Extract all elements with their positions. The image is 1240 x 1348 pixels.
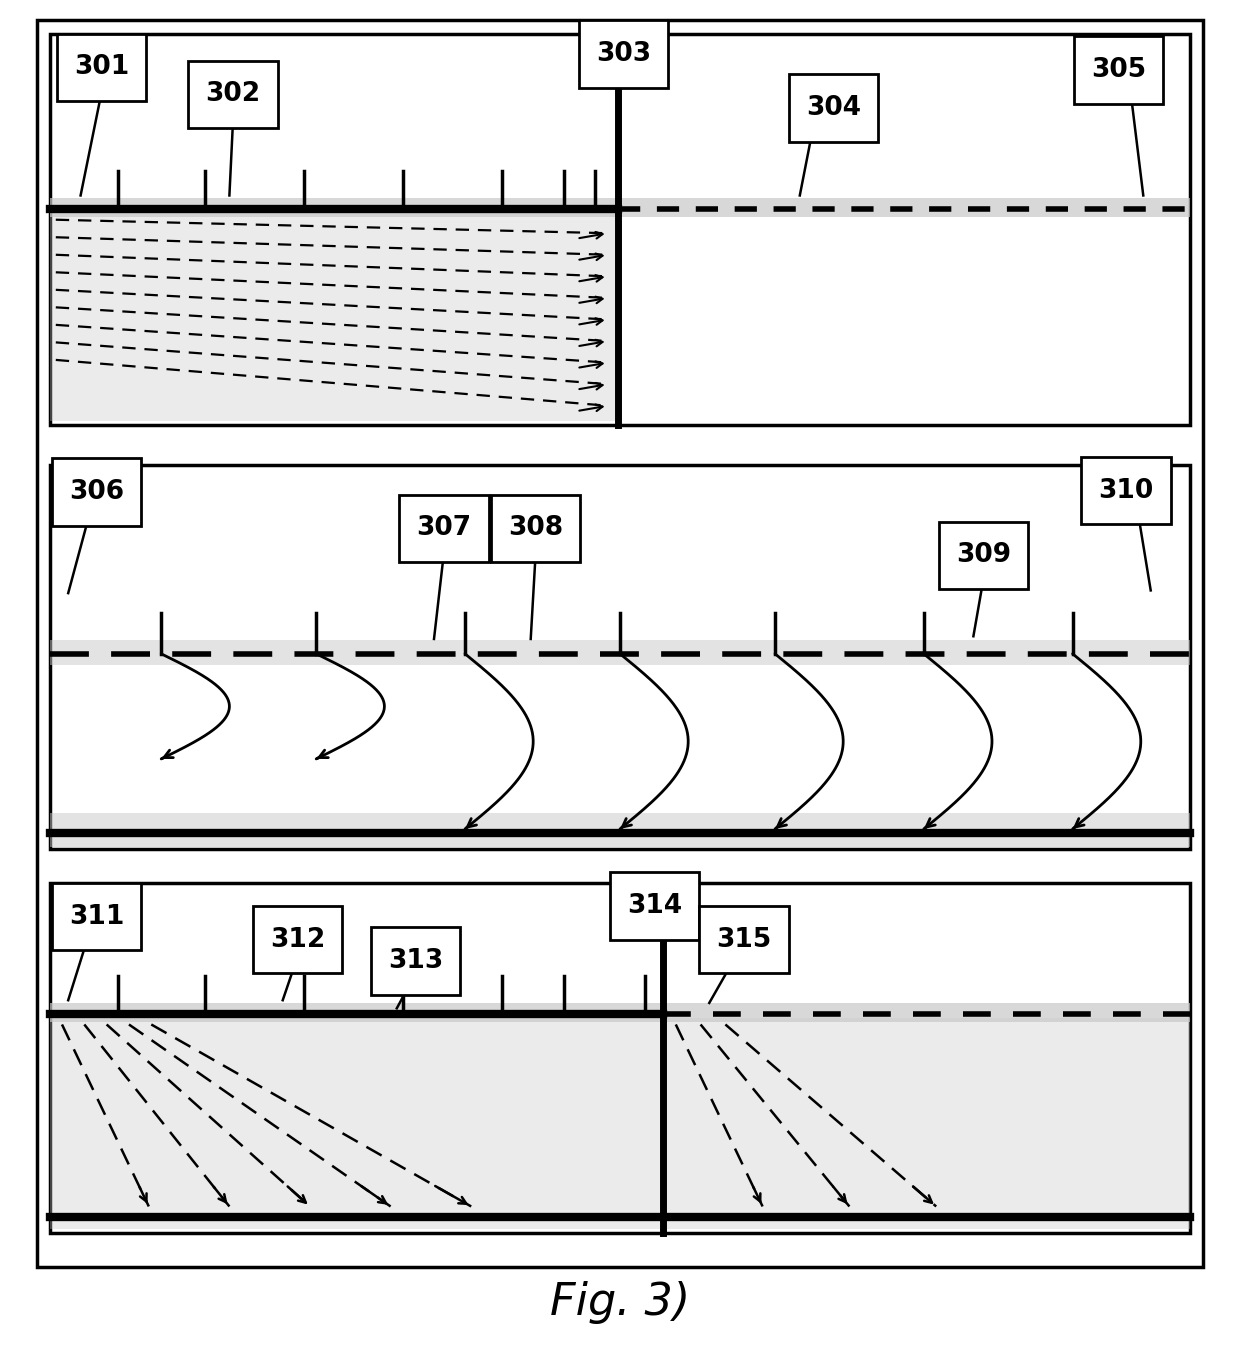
FancyBboxPatch shape <box>50 813 1190 847</box>
FancyBboxPatch shape <box>57 34 146 101</box>
Text: 303: 303 <box>596 40 651 67</box>
FancyBboxPatch shape <box>52 883 141 950</box>
Text: 304: 304 <box>806 94 861 121</box>
Text: 309: 309 <box>956 542 1011 569</box>
Text: 313: 313 <box>388 948 443 975</box>
FancyBboxPatch shape <box>52 458 141 526</box>
FancyBboxPatch shape <box>371 927 460 995</box>
FancyBboxPatch shape <box>399 495 489 562</box>
FancyBboxPatch shape <box>579 20 668 88</box>
Text: 305: 305 <box>1091 57 1146 84</box>
Text: 315: 315 <box>717 926 771 953</box>
Text: 314: 314 <box>627 892 682 919</box>
FancyBboxPatch shape <box>50 213 618 421</box>
FancyBboxPatch shape <box>789 74 878 142</box>
FancyBboxPatch shape <box>253 906 342 973</box>
FancyBboxPatch shape <box>939 522 1028 589</box>
Text: 308: 308 <box>508 515 563 542</box>
Text: 307: 307 <box>417 515 471 542</box>
FancyBboxPatch shape <box>699 906 789 973</box>
FancyBboxPatch shape <box>50 465 1190 849</box>
FancyBboxPatch shape <box>491 495 580 562</box>
FancyBboxPatch shape <box>37 20 1203 1267</box>
Text: 312: 312 <box>270 926 325 953</box>
FancyBboxPatch shape <box>1074 36 1163 104</box>
FancyBboxPatch shape <box>50 1018 1190 1229</box>
FancyBboxPatch shape <box>50 640 1190 665</box>
FancyBboxPatch shape <box>50 883 1190 1233</box>
FancyBboxPatch shape <box>610 872 699 940</box>
Text: Fig. 3): Fig. 3) <box>549 1281 691 1324</box>
Text: 306: 306 <box>69 479 124 506</box>
FancyBboxPatch shape <box>50 1003 1190 1022</box>
Text: 302: 302 <box>206 81 260 108</box>
Text: 310: 310 <box>1099 477 1153 504</box>
FancyBboxPatch shape <box>50 34 1190 425</box>
FancyBboxPatch shape <box>50 198 1190 217</box>
Text: 301: 301 <box>74 54 129 81</box>
FancyBboxPatch shape <box>1081 457 1171 524</box>
FancyBboxPatch shape <box>188 61 278 128</box>
Text: 311: 311 <box>69 903 124 930</box>
